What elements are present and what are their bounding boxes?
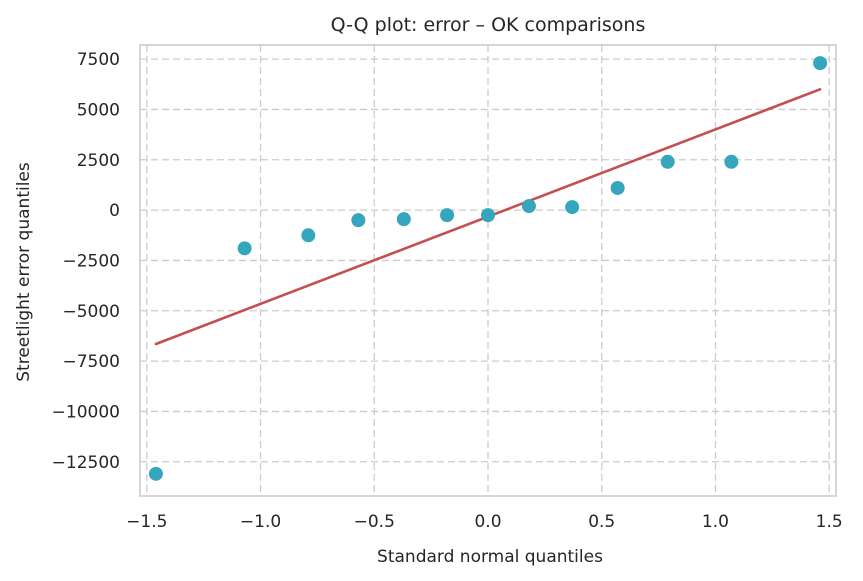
- y-tick-label: 5000: [77, 100, 120, 120]
- y-tick-labels: 7500 5000 2500 0 −2500 −5000 −7500 −10000 −12500: [52, 50, 120, 473]
- data-point: [237, 241, 252, 256]
- data-point: [440, 208, 455, 223]
- data-point: [565, 200, 580, 215]
- data-point: [481, 208, 495, 223]
- x-tick-label: −0.5: [354, 512, 395, 532]
- data-point: [351, 213, 366, 228]
- x-tick-label: −1.5: [126, 512, 167, 532]
- data-point: [660, 154, 675, 169]
- data-point: [724, 154, 739, 169]
- points-layer: [148, 56, 828, 481]
- data-point: [521, 199, 536, 214]
- y-tick-label: −10000: [52, 402, 120, 422]
- y-tick-label: −2500: [62, 251, 120, 271]
- plot-frame: [139, 44, 837, 497]
- y-tick-label: −12500: [52, 453, 120, 473]
- data-point: [148, 466, 163, 481]
- y-tick-label: 2500: [77, 151, 120, 171]
- x-tick-label: 0.5: [588, 512, 615, 532]
- data-point: [301, 228, 316, 243]
- grid-lines: [140, 45, 836, 496]
- y-tick-label: −5000: [62, 302, 120, 322]
- x-tick-label: 0.0: [474, 512, 501, 532]
- y-axis-label: Streetlight error quantiles: [14, 162, 34, 382]
- x-tick-labels: −1.5 −1.0 −0.5 0.0 0.5 1.0 1.5: [126, 512, 843, 532]
- data-point: [813, 56, 828, 71]
- x-tick-label: 1.5: [816, 512, 843, 532]
- y-tick-label: 0: [109, 201, 120, 221]
- x-tick-label: 1.0: [702, 512, 729, 532]
- x-tick-label: −1.0: [240, 512, 281, 532]
- chart-title: Q-Q plot: error – OK comparisons: [331, 14, 646, 36]
- x-axis-label: Standard normal quantiles: [377, 547, 603, 567]
- data-point: [396, 212, 411, 227]
- y-tick-label: −7500: [62, 352, 120, 372]
- data-point: [610, 180, 625, 195]
- y-tick-label: 7500: [77, 50, 120, 70]
